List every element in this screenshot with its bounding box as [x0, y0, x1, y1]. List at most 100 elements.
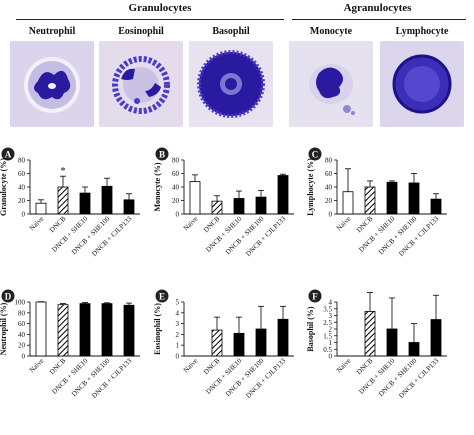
bar-c [364, 186, 376, 215]
y-tick-label-e: 2 [176, 331, 180, 339]
x-tick-label-e: DNCB [202, 357, 222, 377]
x-tick-label-b: DNCB + SHE100 [224, 214, 266, 256]
group-underline-granulocytes [16, 19, 284, 20]
x-tick-label-b: Naive [182, 215, 199, 232]
y-axis-label-f: Basophil (%) [306, 306, 315, 351]
panel-badge-a [1, 147, 15, 161]
y-tick-label-a: 40 [18, 184, 26, 192]
cell-label-basophil: Basophil [212, 26, 250, 37]
y-tick-label-b: 80 [172, 157, 180, 165]
bar-a [123, 199, 135, 215]
y-tick-label-f: 1 [329, 339, 333, 347]
y-tick-label-f: 4 [329, 299, 333, 307]
x-tick-label-a: DNCB + SHE100 [70, 214, 112, 256]
panel-letter-c: C [312, 150, 319, 160]
y-tick-label-c: 40 [325, 184, 333, 192]
y-axis-label-a: Granulocyte (%) [0, 158, 8, 216]
x-tick-label-d: Naive [28, 357, 45, 374]
panel-letter-d: D [5, 292, 12, 302]
y-tick-label-c: 80 [325, 157, 333, 165]
bar-c [430, 198, 442, 215]
x-tick-label-a: Naive [28, 215, 45, 232]
y-tick-label-d: 100 [15, 299, 26, 307]
y-tick-label-d: 60 [18, 320, 26, 328]
bar-a [79, 192, 91, 215]
x-tick-label-f: DNCB + CJLP133 [397, 356, 440, 399]
bar-c [408, 182, 420, 215]
bar-b [233, 198, 245, 215]
lymphocyte-image [380, 41, 464, 127]
bar-a [101, 185, 113, 215]
panel-badge-f [308, 289, 322, 303]
y-tick-label-b: 40 [172, 184, 180, 192]
panel-letter-b: B [159, 150, 165, 160]
bar-b [189, 181, 201, 215]
bar-b [211, 200, 223, 215]
x-tick-label-d: DNCB [48, 357, 68, 377]
x-tick-label-c: DNCB + SHE100 [377, 214, 419, 256]
y-tick-label-b: 60 [172, 170, 180, 178]
y-tick-label-e: 1 [176, 342, 180, 350]
y-tick-label-d: 20 [18, 342, 26, 350]
bar-a [35, 202, 47, 215]
panel-letter-f: F [312, 292, 318, 302]
cell-images-header: Granulocytes Agranulocytes Neutrophil Eo… [0, 0, 474, 135]
y-tick-label-e: 0 [176, 353, 180, 361]
x-tick-label-d: DNCB + SHE100 [70, 356, 112, 398]
cell-label-monocyte: Monocyte [309, 26, 353, 37]
y-axis-label-b: Monocyte (%) [153, 162, 162, 211]
x-tick-label-c: DNCB [355, 215, 375, 235]
y-tick-label-f: 0.5 [323, 346, 332, 354]
bar-b [277, 175, 289, 215]
y-tick-label-b: 20 [172, 197, 180, 205]
bar-f [386, 328, 398, 357]
x-tick-label-e: Naive [182, 357, 199, 374]
panel-letter-e: E [159, 292, 165, 302]
y-tick-label-f: 3 [329, 312, 333, 320]
y-tick-label-a: 80 [18, 157, 26, 165]
cell-label-neutrophil: Neutrophil [28, 26, 76, 37]
bar-f [430, 319, 442, 357]
x-tick-label-a: DNCB + CJLP133 [90, 214, 133, 257]
x-tick-label-d: DNCB + CJLP133 [90, 356, 133, 399]
panel-badge-c [308, 147, 322, 161]
y-tick-label-f: 2.5 [323, 319, 332, 327]
x-tick-label-c: DNCB + CJLP133 [397, 214, 440, 257]
bar-b [255, 196, 267, 215]
monocyte-image [289, 41, 373, 127]
bar-d [101, 303, 113, 357]
y-tick-label-f: 1.5 [323, 332, 332, 340]
bar-d [79, 303, 91, 357]
y-tick-label-c: 0 [329, 211, 333, 219]
bar-a [57, 186, 69, 215]
y-tick-label-f: 3.5 [323, 305, 332, 313]
x-tick-label-f: DNCB + SHE100 [377, 356, 419, 398]
y-tick-label-d: 40 [18, 331, 26, 339]
significance-marker-a: * [61, 166, 66, 177]
panel-badge-b [155, 147, 169, 161]
group-label-agranulocytes: Agranulocytes [343, 2, 412, 14]
y-tick-label-e: 3 [176, 320, 180, 328]
x-tick-label-f: Naive [335, 357, 352, 374]
x-tick-label-b: DNCB + CJLP133 [244, 214, 287, 257]
y-tick-label-f: 0 [329, 353, 333, 361]
bar-e [277, 318, 289, 357]
y-tick-label-d: 80 [18, 309, 26, 317]
x-tick-label-f: DNCB [355, 357, 375, 377]
bar-e [255, 328, 267, 357]
bar-c [386, 181, 398, 215]
y-tick-label-f: 2 [329, 326, 333, 334]
group-label-granulocytes: Granulocytes [128, 2, 192, 14]
x-tick-label-c: Naive [335, 215, 352, 232]
y-tick-label-a: 0 [22, 211, 26, 219]
bar-c [342, 191, 354, 215]
y-tick-label-e: 4 [176, 309, 180, 317]
x-tick-label-b: DNCB [202, 215, 222, 235]
y-tick-label-a: 20 [18, 197, 26, 205]
y-axis-label-d: Neutrophil (%) [0, 302, 8, 355]
y-axis-label-c: Lymphocyte (%) [306, 158, 315, 216]
y-axis-label-e: Eosinophil (%) [153, 303, 162, 355]
y-tick-label-c: 60 [325, 170, 333, 178]
x-tick-label-e: DNCB + CJLP133 [244, 356, 287, 399]
eosinophil-image [99, 41, 183, 127]
